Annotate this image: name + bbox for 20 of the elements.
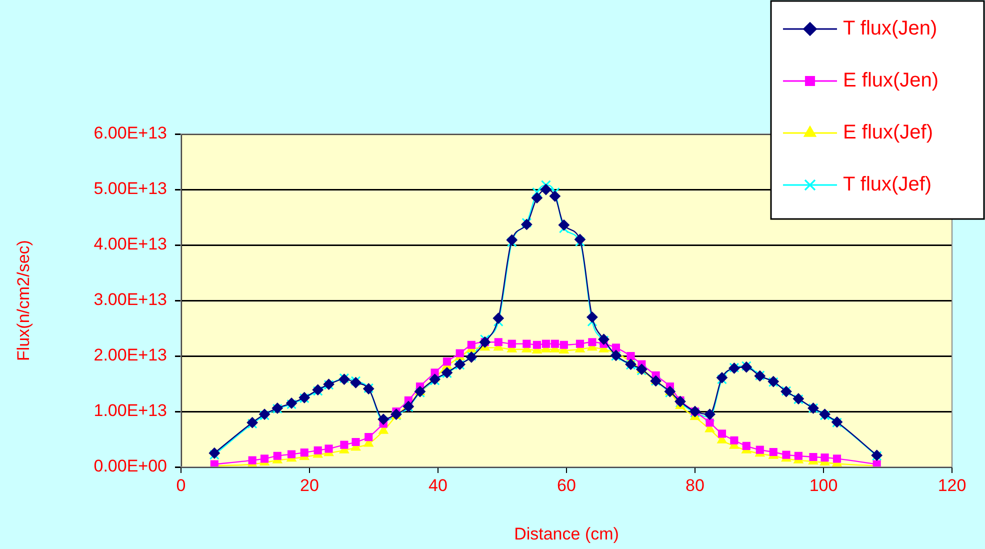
x-tick-label: 40	[428, 476, 448, 495]
legend-label: T flux(Jef)	[843, 174, 932, 196]
y-axis-title: Flux(n/cm2/sec)	[14, 240, 33, 361]
x-tick-label: 120	[938, 476, 966, 495]
legend-label: T flux(Jen)	[843, 18, 938, 40]
legend-label: E flux(Jef)	[843, 122, 934, 144]
x-tick-label: 0	[176, 476, 186, 495]
x-tick-label: 60	[557, 476, 576, 495]
x-tick-label: 100	[809, 476, 838, 495]
y-tick-label: 1.00E+13	[94, 401, 167, 420]
x-tick-label: 80	[686, 476, 704, 495]
y-tick-label: 4.00E+13	[94, 234, 167, 254]
x-axis-title: Distance (cm)	[514, 524, 619, 544]
y-tick-label: 2.00E+13	[94, 346, 167, 365]
legend-label: E flux(Jen)	[843, 70, 939, 92]
y-tick-label: 6.00E+13	[94, 124, 167, 143]
y-tick-label: 3.00E+13	[94, 290, 167, 310]
y-tick-label: 0.00E+00	[94, 456, 167, 476]
y-tick-label: 5.00E+13	[94, 179, 167, 198]
x-tick-label: 20	[300, 476, 319, 495]
